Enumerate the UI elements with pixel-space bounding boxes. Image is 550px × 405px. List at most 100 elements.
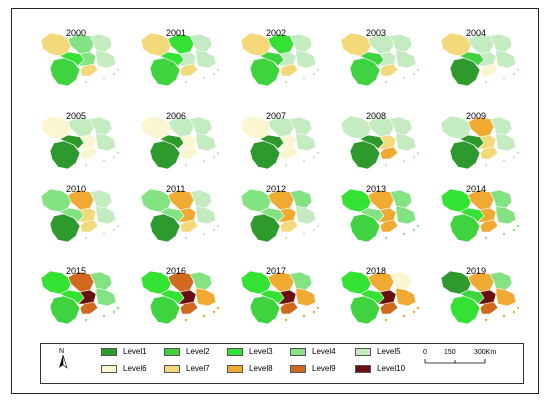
map-2006: 2006 [138, 111, 238, 178]
region-northeast [489, 271, 513, 291]
region-farEast [195, 132, 217, 152]
map-year-label: 2002 [266, 28, 287, 38]
island [516, 224, 520, 228]
map-2011-svg [140, 188, 220, 243]
legend-label: Level3 [249, 347, 273, 356]
region-west [240, 32, 272, 57]
island [516, 306, 520, 310]
island [384, 236, 388, 240]
island [402, 76, 406, 80]
legend-swatch [355, 348, 371, 356]
region-west [140, 32, 172, 57]
region-northeast [289, 33, 313, 53]
map-2010: 2010 [38, 184, 138, 251]
legend-swatch [290, 365, 306, 373]
legend-swatch [101, 365, 117, 373]
island [102, 159, 106, 163]
map-2015: 2015 [38, 266, 138, 333]
north-label: N [59, 348, 64, 355]
island [512, 228, 516, 232]
legend-label: Level7 [186, 364, 210, 373]
region-farEast [495, 132, 517, 152]
island [502, 232, 506, 236]
island [512, 155, 516, 159]
island [402, 159, 406, 163]
region-southeast [379, 63, 399, 77]
map-year-label: 2001 [166, 28, 187, 38]
map-2018-svg [340, 270, 420, 325]
region-farEast [395, 49, 417, 69]
region-west [340, 270, 372, 295]
region-center [467, 271, 495, 293]
map-2015-svg [40, 270, 120, 325]
island [216, 151, 220, 155]
region-west [440, 32, 472, 57]
region-northeast [189, 271, 213, 291]
island [112, 72, 116, 76]
map-2013-svg [340, 188, 420, 243]
legend-label: Level5 [377, 347, 401, 356]
region-farEast [395, 132, 417, 152]
map-year-label: 2010 [66, 184, 87, 194]
region-northeast [189, 189, 213, 209]
region-southeast [279, 146, 299, 160]
island [312, 310, 316, 314]
island [284, 236, 288, 240]
island [416, 151, 420, 155]
region-northeast [489, 116, 513, 136]
island [284, 80, 288, 84]
legend-label: Level6 [123, 364, 147, 373]
map-2013: 2013 [338, 184, 438, 251]
map-2003: 2003 [338, 28, 438, 95]
island [216, 306, 220, 310]
region-west [440, 270, 472, 295]
map-year-label: 2006 [166, 111, 187, 121]
region-west [240, 270, 272, 295]
island [202, 76, 206, 80]
region-southeast [479, 146, 499, 160]
map-year-label: 2017 [266, 266, 287, 276]
region-southeast [279, 301, 299, 315]
island [312, 155, 316, 159]
region-southeast [379, 146, 399, 160]
island [412, 72, 416, 76]
region-center [167, 116, 195, 138]
region-farEast [95, 205, 117, 225]
region-farEast [195, 49, 217, 69]
island [316, 306, 320, 310]
map-year-label: 2018 [366, 266, 387, 276]
region-farEast [295, 132, 317, 152]
map-2016: 2016 [138, 266, 238, 333]
island [212, 72, 216, 76]
island [412, 310, 416, 314]
island [284, 318, 288, 322]
island [302, 232, 306, 236]
island [84, 80, 88, 84]
island [516, 68, 520, 72]
map-2004: 2004 [438, 28, 538, 95]
region-farEast [395, 205, 417, 225]
island [484, 236, 488, 240]
island [202, 314, 206, 318]
region-west [40, 270, 72, 295]
island [416, 306, 420, 310]
map-2000: 2000 [38, 28, 138, 95]
island [316, 224, 320, 228]
region-southeast [479, 63, 499, 77]
region-northeast [189, 116, 213, 136]
region-center [367, 33, 395, 55]
region-west [40, 188, 72, 213]
region-center [167, 271, 195, 293]
region-northeast [289, 271, 313, 291]
region-farEast [295, 287, 317, 307]
region-southeast [79, 219, 99, 233]
map-2011: 2011 [138, 184, 238, 251]
map-2012: 2012 [238, 184, 338, 251]
island [102, 76, 106, 80]
region-northeast [389, 116, 413, 136]
map-2000-svg [40, 32, 120, 87]
island [316, 151, 320, 155]
island [102, 314, 106, 318]
region-northeast [389, 271, 413, 291]
scale-tick-0: 0 [423, 349, 427, 356]
